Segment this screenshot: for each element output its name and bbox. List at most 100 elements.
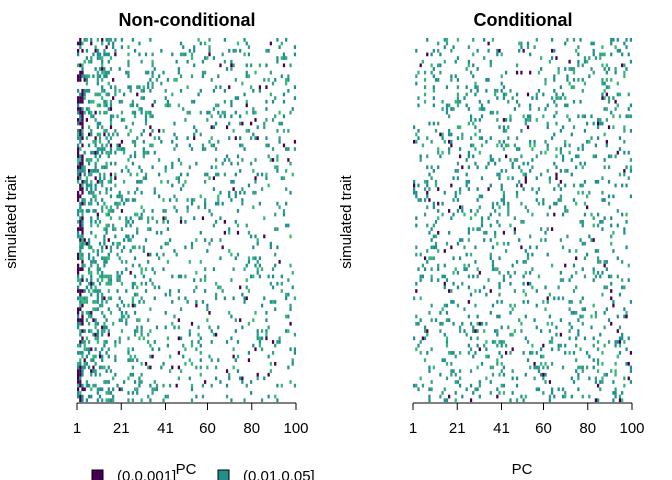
heatmap-cell — [623, 340, 626, 344]
heatmap-cell — [522, 48, 525, 53]
heatmap-cell — [282, 99, 286, 104]
heatmap-cell — [513, 329, 516, 333]
heatmap-cell — [529, 365, 532, 370]
heatmap-cell — [605, 92, 608, 97]
heatmap-cell — [629, 169, 633, 173]
heatmap-cell — [94, 383, 97, 388]
heatmap-cell — [151, 85, 154, 90]
heatmap-cell — [96, 103, 99, 108]
heatmap-cell — [522, 187, 525, 191]
heatmap-cell — [522, 300, 525, 304]
heatmap-cell — [140, 216, 143, 221]
heatmap-cell — [592, 270, 595, 275]
heatmap-cell — [260, 267, 264, 272]
heatmap-cell — [77, 179, 80, 184]
heatmap-cell — [79, 394, 82, 399]
heatmap-cell — [443, 285, 446, 290]
heatmap-cell — [601, 52, 604, 57]
heatmap-cell — [243, 92, 246, 97]
heatmap-cell — [529, 234, 532, 239]
heatmap-cell — [555, 172, 558, 177]
heatmap-cell — [120, 227, 124, 231]
heatmap-cell — [515, 63, 519, 68]
heatmap-cell — [109, 107, 113, 111]
heatmap-cell — [445, 85, 449, 90]
heatmap-cell — [496, 110, 499, 115]
heatmap-cell — [195, 270, 198, 275]
heatmap-cell — [114, 129, 117, 133]
heatmap-cell — [171, 365, 174, 370]
heatmap-cell — [162, 198, 165, 202]
heatmap-cell — [276, 398, 279, 403]
heatmap-cell — [561, 92, 565, 97]
heatmap-cell — [522, 281, 525, 286]
heatmap-cell — [90, 158, 93, 162]
heatmap-cell — [537, 88, 541, 93]
heatmap-cell — [94, 220, 97, 224]
heatmap-cell — [158, 194, 161, 199]
heatmap-cell — [254, 118, 257, 122]
heatmap-cell — [140, 361, 143, 366]
heatmap-cell — [452, 321, 455, 326]
heatmap-cell — [118, 278, 121, 282]
heatmap-cell — [513, 227, 516, 231]
heatmap-cell — [594, 314, 598, 319]
heatmap-cell — [98, 365, 102, 370]
heatmap-cell — [276, 281, 279, 286]
heatmap-cell — [105, 369, 108, 373]
heatmap-cell — [127, 132, 130, 137]
heatmap-cell — [596, 121, 600, 126]
heatmap-cell — [81, 136, 84, 140]
heatmap-cell — [629, 365, 633, 370]
heatmap-cell — [129, 216, 132, 221]
heatmap-cell — [162, 216, 165, 221]
heatmap-cell — [533, 376, 536, 381]
heatmap-cell — [142, 274, 145, 279]
heatmap-cell — [219, 380, 222, 384]
heatmap-cell — [542, 376, 545, 381]
heatmap-cell — [524, 292, 527, 297]
heatmap-cell — [221, 201, 224, 206]
heatmap-cell — [289, 380, 292, 384]
heatmap-cell — [463, 96, 466, 100]
heatmap-cell — [186, 136, 189, 140]
y-axis-label: simulated trait — [3, 174, 20, 268]
heatmap-cell — [131, 161, 134, 166]
heatmap-cell — [458, 99, 462, 104]
heatmap-cell — [498, 176, 501, 181]
heatmap-cell — [542, 365, 545, 370]
heatmap-cell — [437, 216, 440, 221]
heatmap-cell — [278, 336, 281, 341]
heatmap-cell — [149, 38, 152, 42]
heatmap-cell — [616, 209, 619, 213]
heatmap-cell — [79, 132, 82, 137]
heatmap-cell — [529, 281, 532, 286]
heatmap-cell — [140, 179, 143, 184]
heatmap-cell — [177, 376, 180, 381]
heatmap-cell — [452, 256, 455, 261]
heatmap-cell — [212, 332, 216, 337]
heatmap-cell — [136, 285, 139, 290]
heatmap-cell — [190, 340, 194, 344]
heatmap-cell — [79, 383, 82, 388]
heatmap-cell — [524, 205, 527, 210]
heatmap-cell — [413, 187, 416, 191]
heatmap-cell — [252, 88, 255, 93]
heatmap-cell — [577, 63, 580, 68]
heatmap-cell — [282, 209, 286, 213]
heatmap-cell — [96, 300, 99, 304]
heatmap-cell — [94, 194, 97, 199]
heatmap-cell — [441, 274, 444, 279]
heatmap-cell — [101, 365, 104, 370]
heatmap-cell — [208, 48, 211, 53]
heatmap-cell — [507, 212, 510, 217]
heatmap-cell — [228, 194, 231, 199]
heatmap-cell — [179, 220, 183, 224]
heatmap-cell — [114, 176, 117, 181]
heatmap-cell — [112, 96, 115, 100]
heatmap-cell — [450, 107, 453, 111]
heatmap-cell — [101, 332, 104, 337]
heatmap-cell — [230, 59, 233, 64]
heatmap-cell — [101, 150, 104, 155]
heatmap-cell — [133, 274, 137, 279]
